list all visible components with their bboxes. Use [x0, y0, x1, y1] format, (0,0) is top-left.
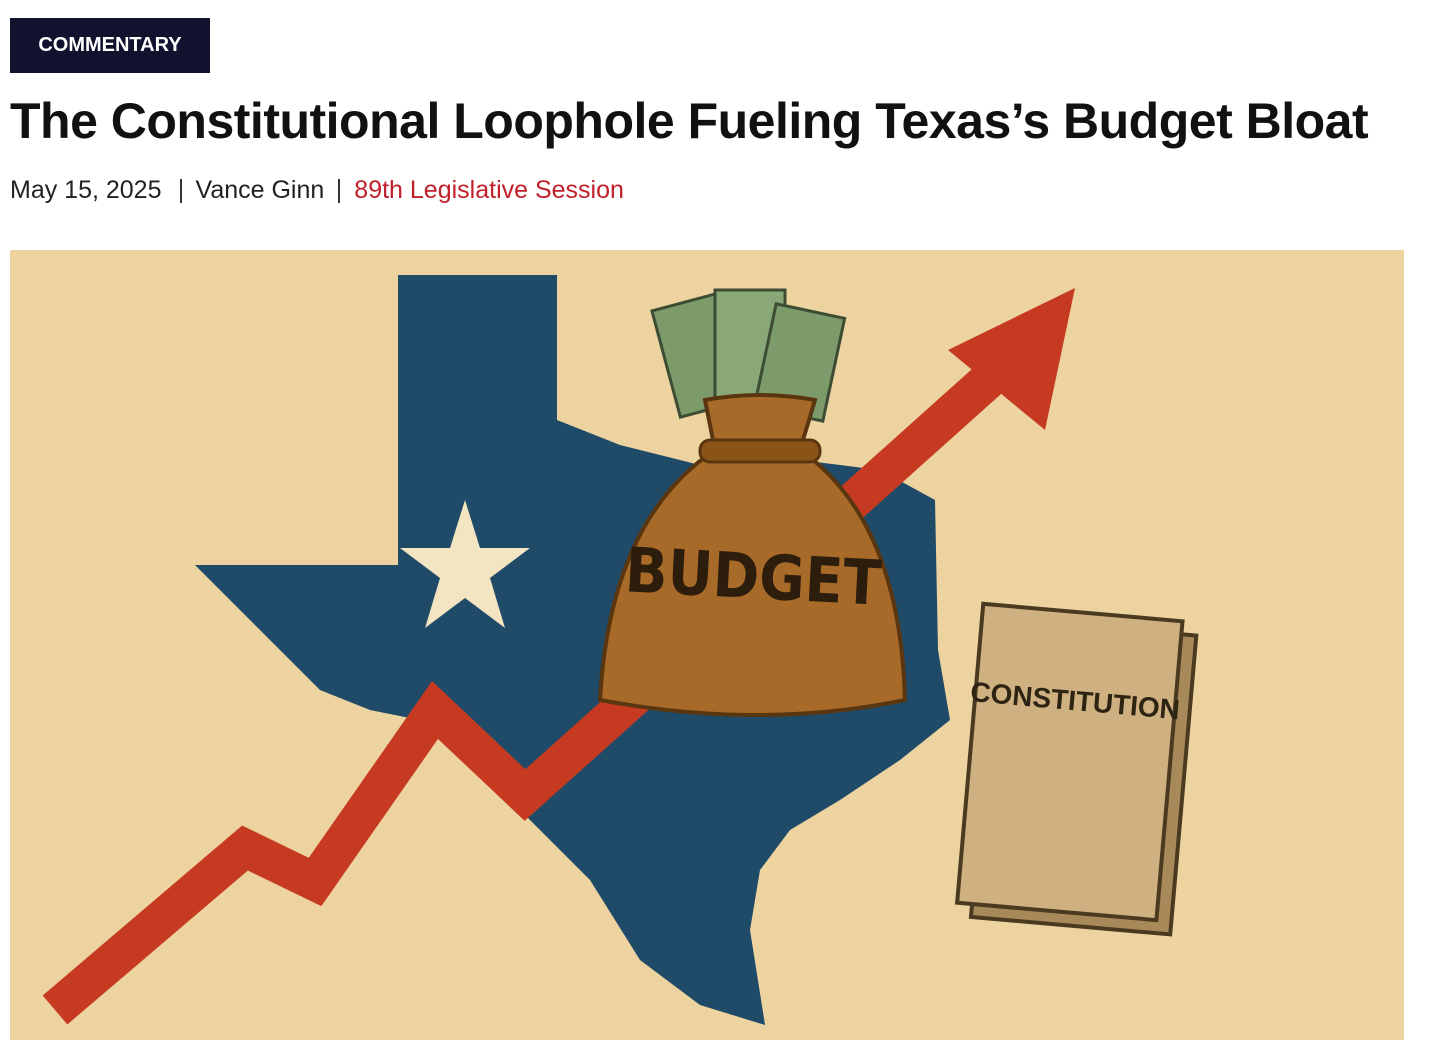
tag-link[interactable]: 89th Legislative Session: [354, 176, 624, 204]
bag-label: BUDGET: [623, 533, 883, 619]
author[interactable]: Vance Ginn: [195, 176, 325, 204]
separator: [338, 178, 341, 203]
book-label: CONSTITUTION: [969, 676, 1181, 725]
growth-arrow: [42, 350, 1018, 1025]
money: [650, 288, 847, 423]
arrow-head: [948, 288, 1075, 430]
money-bag: [597, 393, 908, 717]
article-title: The Constitutional Loophole Fueling Texa…: [10, 93, 1369, 149]
category-badge[interactable]: COMMENTARY: [10, 18, 210, 73]
image-background: [10, 250, 1404, 1040]
article-meta: May 15, 2025 Vance Ginn 89th Legislative…: [10, 176, 624, 205]
date: May 15, 2025: [10, 176, 162, 204]
star: [400, 500, 530, 628]
constitution-book: CONSTITUTION: [954, 601, 1199, 937]
texas-map: [195, 275, 950, 1025]
separator: [179, 178, 182, 203]
